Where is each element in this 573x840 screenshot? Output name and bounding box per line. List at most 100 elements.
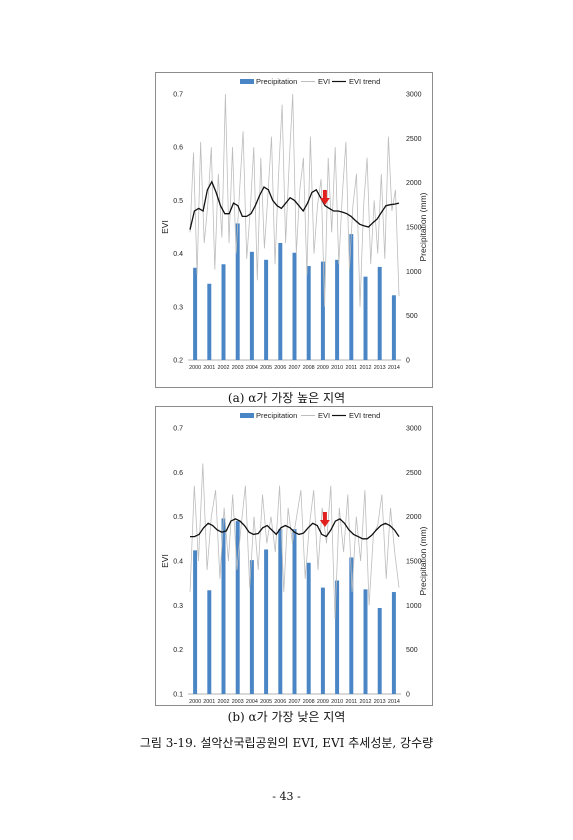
right-axis-tick: 1500 (406, 225, 422, 232)
x-axis-tick: 2011 (346, 365, 358, 371)
x-axis-tick: 2010 (331, 699, 343, 705)
x-axis-tick: 2004 (246, 699, 258, 705)
precipitation-bar (320, 587, 325, 694)
chart-a-svg: Precipitation EVI EVI trend 0.2 0.3 0.4 0.5 0.6… (160, 77, 428, 371)
x-axis-tick: 2009 (317, 365, 329, 371)
x-axis-tick: 2002 (218, 699, 230, 705)
x-axis-tick: 2001 (203, 699, 215, 705)
right-axis-tick: 2500 (406, 136, 422, 143)
precipitation-bar (235, 223, 240, 360)
legend-label-evi-trend: EVI trend (349, 77, 380, 86)
right-axis-label: Precipitation (mm) (418, 192, 428, 261)
page-number: - 43 - (272, 790, 301, 803)
precipitation-bar (363, 276, 368, 360)
precipitation-bar (320, 261, 325, 360)
red-arrow-marker (319, 512, 330, 527)
x-axis-tick: 2013 (374, 699, 386, 705)
precipitation-bar (349, 234, 354, 360)
precipitation-bar (278, 242, 283, 360)
legend-label-evi: EVI (318, 411, 330, 420)
precipitation-bar (391, 592, 396, 694)
precipitation-bar (391, 295, 396, 360)
right-axis-tick: 3000 (406, 92, 422, 99)
precipitation-bar (292, 529, 297, 694)
precipitation-bar (249, 560, 254, 694)
precipitation-bar (306, 266, 311, 360)
x-axis-tick: 2007 (289, 699, 301, 705)
left-axis-tick: 0.5 (173, 514, 183, 521)
left-axis-tick: 0.5 (173, 198, 183, 205)
legend-swatch-precipitation (240, 413, 254, 418)
precipitation-bar (207, 590, 212, 694)
precipitation-bar (349, 557, 354, 694)
x-axis-tick: 2000 (189, 699, 201, 705)
right-axis-tick: 2000 (406, 180, 422, 187)
left-axis-tick: 0.1 (173, 692, 183, 699)
x-axis-tick: 2007 (289, 365, 301, 371)
left-axis-tick: 0.7 (173, 426, 183, 433)
x-axis-tick: 2003 (232, 365, 244, 371)
x-axis-tick: 2011 (346, 699, 358, 705)
x-axis-tick: 2014 (388, 365, 400, 371)
precipitation-bar (377, 607, 382, 694)
precipitation-bar (306, 562, 311, 694)
right-axis-tick: 1500 (406, 559, 422, 566)
left-axis-tick: 0.3 (173, 603, 183, 610)
x-axis-tick: 2005 (260, 365, 272, 371)
right-axis-tick: 500 (406, 313, 418, 320)
precipitation-bar (278, 529, 283, 694)
x-axis-tick: 2010 (331, 365, 343, 371)
x-axis-tick: 2009 (317, 699, 329, 705)
chart-a-caption: (a) α가 가장 높은 지역 (227, 391, 346, 405)
left-axis-label: EVI (160, 220, 170, 234)
right-axis-tick: 3000 (406, 426, 422, 433)
x-axis-tick: 2006 (274, 699, 286, 705)
chart-b-caption: (b) α가 가장 낮은 지역 (227, 710, 346, 724)
precipitation-bar (221, 264, 226, 360)
left-axis-tick: 0.2 (173, 358, 183, 365)
chart-panel-a: Precipitation EVI EVI trend 0.2 0.3 0.4 0.5 0.6… (155, 72, 433, 388)
left-axis-label: EVI (160, 554, 170, 568)
right-axis-tick: 0 (406, 692, 410, 699)
figure-caption: 그림 3-19. 설악산국립공원의 EVI, EVI 추세성분, 강수량 (139, 736, 434, 750)
chart-b-svg: Precipitation EVI EVI trend 0.1 0.2 0.3 0.4 0.5… (160, 411, 428, 705)
red-arrow-marker (319, 190, 330, 205)
x-axis-tick: 2005 (260, 699, 272, 705)
precipitation-bar (207, 283, 212, 360)
chart-panel-b: Precipitation EVI EVI trend 0.1 0.2 0.3 0.4 0.5… (155, 406, 433, 706)
right-axis-tick: 500 (406, 647, 418, 654)
precipitation-bar (363, 589, 368, 694)
legend-label-precipitation: Precipitation (256, 77, 297, 86)
legend-swatch-precipitation (240, 79, 254, 84)
precipitation-bar (335, 580, 340, 694)
x-axis-tick: 2012 (360, 699, 372, 705)
x-axis-tick: 2006 (274, 365, 286, 371)
x-axis-tick: 2004 (246, 365, 258, 371)
precipitation-bar (221, 518, 226, 694)
left-axis-tick: 0.2 (173, 647, 183, 654)
right-axis-tick: 1000 (406, 603, 422, 610)
precipitation-bar (292, 252, 297, 360)
right-axis-tick: 1000 (406, 269, 422, 276)
evi-trend-line (189, 180, 400, 230)
left-axis-tick: 0.4 (173, 251, 183, 258)
left-axis-tick: 0.6 (173, 145, 183, 152)
right-axis-tick: 0 (406, 358, 410, 365)
precipitation-bar (249, 251, 254, 360)
precipitation-bar (264, 259, 269, 360)
left-axis-tick: 0.3 (173, 304, 183, 311)
left-axis-tick: 0.4 (173, 559, 183, 566)
right-axis-label: Precipitation (mm) (418, 526, 428, 595)
precipitation-bar (264, 549, 269, 694)
x-axis-tick: 2003 (232, 699, 244, 705)
right-axis-tick: 2500 (406, 470, 422, 477)
x-axis-tick: 2000 (189, 365, 201, 371)
evi-trend-line (190, 518, 400, 540)
x-axis-tick: 2008 (303, 365, 315, 371)
x-axis-tick: 2002 (218, 365, 230, 371)
evi-series-line (189, 93, 400, 307)
precipitation-bar (193, 550, 198, 694)
x-axis-tick: 2013 (374, 365, 386, 371)
legend-label-evi: EVI (318, 77, 330, 86)
right-axis-tick: 2000 (406, 514, 422, 521)
